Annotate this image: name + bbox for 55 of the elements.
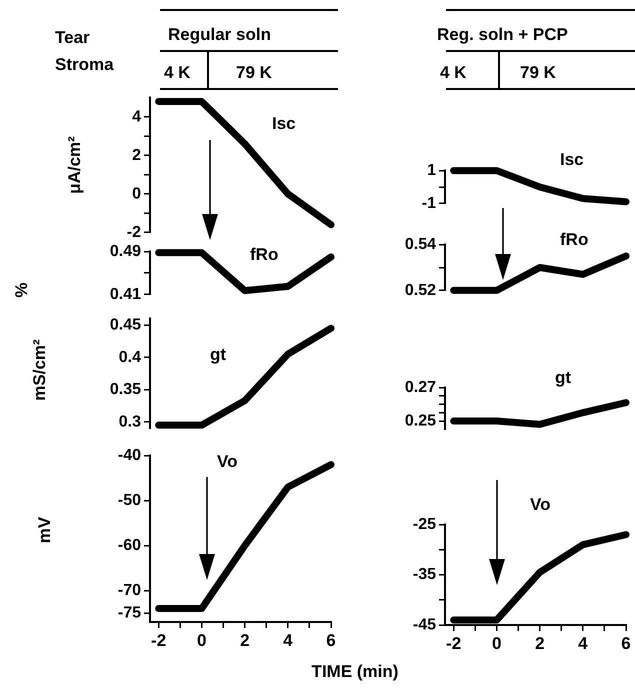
- y-tick-label: -40: [118, 447, 142, 464]
- text: 4 K: [440, 63, 466, 83]
- y-tick-label: 0.54: [404, 236, 436, 254]
- text: Stroma: [55, 55, 114, 75]
- y-tick-label: 0.49: [110, 243, 142, 260]
- x-tick-label: 4: [283, 630, 294, 650]
- y-tick-label: 0.27: [404, 379, 436, 396]
- y-tick-label: 0.52: [404, 282, 436, 299]
- y-tick-label: 0.41: [110, 286, 142, 303]
- x-axis-title: TIME (min): [312, 662, 398, 682]
- y-tick-label: 2: [132, 146, 142, 164]
- series-label: fRo: [250, 245, 278, 265]
- text: 79 K: [520, 63, 556, 83]
- x-tick-label: 6: [621, 634, 631, 653]
- y-tick-label: 0.4: [118, 348, 142, 366]
- y-tick-label: 0.35: [110, 381, 142, 398]
- y-tick-label: 4: [132, 108, 142, 126]
- text: Vo: [217, 452, 238, 472]
- series-label: Isc: [272, 114, 296, 134]
- text: gt: [210, 345, 226, 365]
- y-axis-title: μA/cm²: [65, 136, 85, 194]
- y-tick-label: -75: [118, 604, 142, 622]
- x-tick-label: 0: [492, 634, 502, 653]
- y-axis-title: mV: [35, 516, 55, 544]
- x-tick-label: 0: [196, 630, 206, 650]
- x-tick-label: -2: [151, 630, 166, 650]
- text: Reg. soln + PCP: [437, 25, 568, 45]
- text: Tear: [55, 28, 90, 48]
- series-label: fRo: [560, 230, 588, 250]
- y-tick-label: -50: [118, 492, 142, 509]
- y-tick-label: 0: [132, 185, 142, 202]
- y-tick-label: -70: [118, 582, 142, 599]
- y-tick-label: 1: [427, 162, 436, 180]
- y-tick-label: -25: [412, 516, 436, 534]
- series-label: gt: [555, 368, 572, 388]
- text: Regular soln: [168, 25, 271, 45]
- y-tick-label: 0.45: [110, 316, 142, 334]
- y-tick-label: -1: [422, 194, 436, 212]
- x-tick-label: 2: [535, 634, 545, 653]
- text: 4 K: [164, 63, 190, 83]
- y-tick-label: -45: [412, 616, 436, 634]
- text: 79 K: [236, 63, 272, 83]
- series-label: Isc: [560, 150, 584, 170]
- x-tick-label: -2: [446, 634, 462, 653]
- y-tick-label: 0.3: [118, 413, 142, 430]
- y-tick-label: 0.25: [404, 412, 436, 430]
- y-axis-title: mS/cm²: [30, 339, 50, 401]
- y-tick-label: -35: [412, 566, 436, 584]
- y-tick-label: -2: [126, 224, 142, 241]
- x-tick-label: 6: [326, 630, 336, 650]
- text: Vo: [530, 495, 550, 515]
- x-tick-label: 2: [240, 630, 250, 650]
- x-tick-label: 4: [578, 634, 588, 653]
- y-tick-label: -60: [118, 536, 142, 554]
- y-axis-title: %: [12, 282, 32, 298]
